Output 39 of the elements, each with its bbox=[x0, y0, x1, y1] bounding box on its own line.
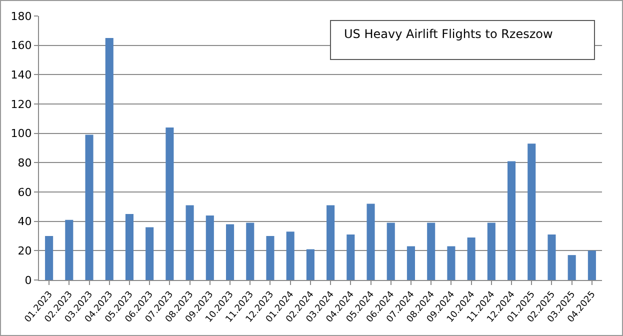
y-tick-label: 100 bbox=[10, 127, 32, 140]
bar bbox=[45, 236, 54, 280]
bar bbox=[447, 246, 456, 280]
bar bbox=[266, 236, 274, 280]
y-tick-label: 180 bbox=[10, 10, 32, 23]
y-tick-label: 140 bbox=[10, 68, 32, 82]
bar bbox=[286, 232, 294, 280]
bar bbox=[105, 38, 114, 280]
bar bbox=[528, 144, 536, 280]
bar bbox=[588, 250, 596, 280]
bar bbox=[366, 204, 375, 280]
y-tick-label: 20 bbox=[18, 244, 32, 258]
bar bbox=[487, 222, 496, 280]
bar bbox=[206, 215, 214, 280]
y-tick-label: 160 bbox=[10, 39, 32, 52]
bar bbox=[146, 227, 154, 280]
bar bbox=[65, 220, 74, 280]
bar bbox=[326, 205, 335, 280]
bar bbox=[386, 222, 395, 280]
bar bbox=[346, 234, 355, 280]
y-tick-label: 40 bbox=[18, 215, 32, 228]
bar bbox=[548, 234, 556, 280]
bar bbox=[508, 161, 516, 280]
bar bbox=[306, 249, 314, 280]
bar bbox=[226, 224, 234, 280]
bar bbox=[406, 246, 415, 280]
bar bbox=[186, 205, 194, 280]
text: US Heavy Airlift Flights to Rzeszow bbox=[344, 27, 553, 41]
bar bbox=[568, 255, 576, 280]
bar bbox=[166, 127, 174, 280]
bar bbox=[246, 222, 254, 280]
y-tick-label: 60 bbox=[18, 186, 32, 199]
bar bbox=[85, 134, 94, 280]
y-tick-label: 80 bbox=[18, 156, 32, 170]
y-tick-label: 120 bbox=[10, 98, 32, 111]
bar bbox=[467, 237, 476, 280]
bar bbox=[125, 214, 134, 280]
bar bbox=[427, 222, 436, 280]
y-tick-label: 0 bbox=[24, 274, 32, 287]
